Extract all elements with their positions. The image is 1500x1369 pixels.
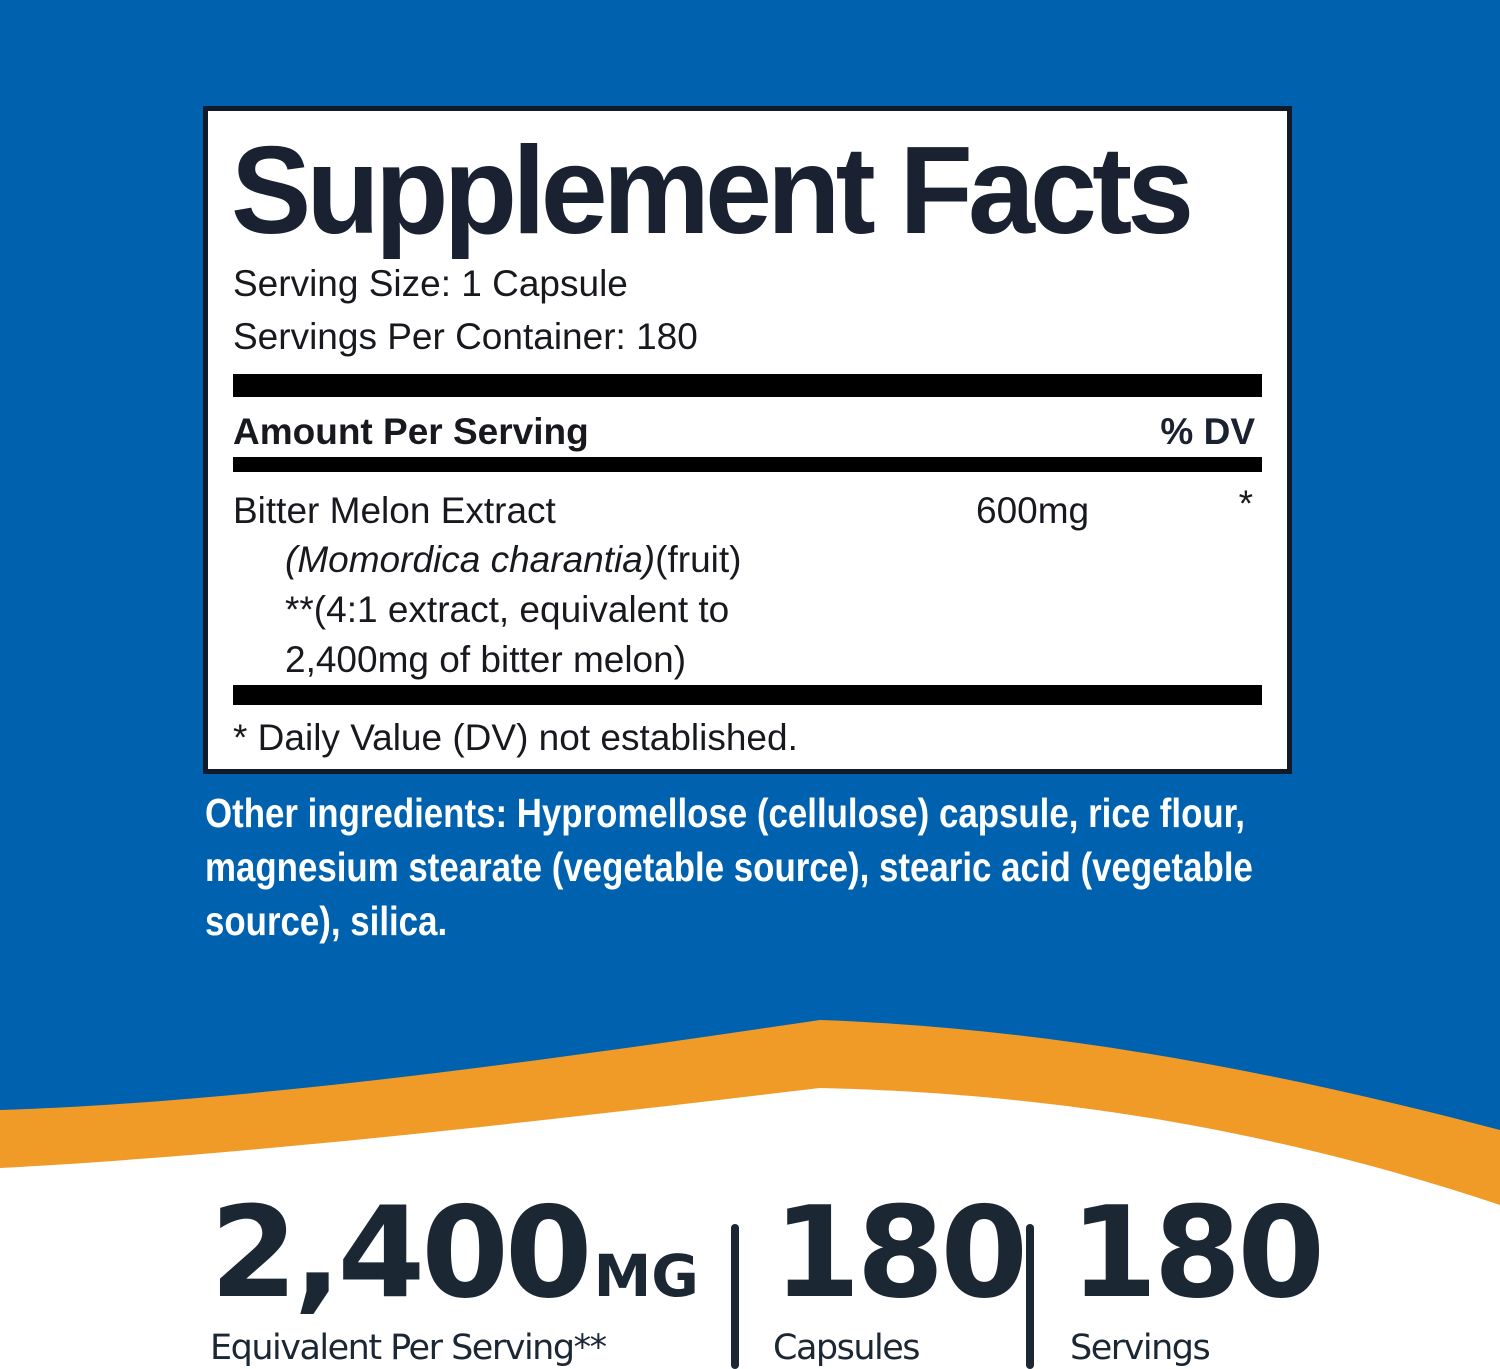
nutrient-equivalent-line: 2,400mg of bitter melon) (285, 639, 687, 680)
amount-per-serving-header: Amount Per Serving (233, 411, 589, 452)
stat-value: 2,400MG (210, 1190, 699, 1316)
stat-number: 180 (1070, 1179, 1325, 1326)
stat-label: Capsules (773, 1328, 921, 1368)
stat-divider (1026, 1224, 1034, 1369)
servings-per-container-line: Servings Per Container: 180 (233, 316, 698, 357)
supplement-facts-panel: Supplement Facts Serving Size: 1 Capsule… (203, 106, 1292, 774)
percent-dv-header: % DV (1160, 411, 1255, 452)
other-ingredients-line: source), silica. (205, 898, 448, 944)
stat-number: 180 (773, 1179, 1028, 1326)
stat-capsules: 180 Capsules (773, 1179, 1028, 1369)
bottom-white-area (0, 1088, 1500, 1369)
divider-bar-thick-top (233, 374, 1262, 397)
stat-number: 2,400 (210, 1179, 593, 1326)
stat-servings: 180 Servings (1070, 1179, 1325, 1369)
supplement-facts-title: Supplement Facts (231, 122, 1194, 260)
botanical-name-italic: (Momordica charantia) (285, 539, 656, 580)
stat-unit-mg: MG (593, 1242, 699, 1310)
stat-equivalent-per-serving: 2,400MG Equivalent Per Serving** (210, 1190, 699, 1369)
divider-bar-medium (233, 457, 1262, 472)
nutrient-dv-asterisk: * (1238, 483, 1253, 524)
serving-size-line: Serving Size: 1 Capsule (233, 263, 628, 304)
stat-divider (731, 1224, 739, 1369)
nutrient-amount: 600mg (976, 490, 1090, 531)
other-ingredients-line: magnesium stearate (vegetable source), s… (205, 844, 1253, 890)
stat-label: Equivalent Per Serving** (210, 1328, 607, 1368)
other-ingredients-paragraph: Other ingredients: Hypromellose (cellulo… (205, 786, 1438, 948)
nutrient-botanical-line: (Momordica charantia)(fruit) (285, 539, 741, 581)
daily-value-footnote: * Daily Value (DV) not established. (233, 717, 798, 758)
nutrient-name: Bitter Melon Extract (233, 490, 556, 531)
divider-bar-thick-bottom (233, 685, 1262, 705)
nutrient-extract-line: **(4:1 extract, equivalent to (285, 589, 730, 630)
botanical-name-suffix: (fruit) (655, 539, 742, 580)
other-ingredients-line: Other ingredients: Hypromellose (cellulo… (205, 790, 1245, 836)
stat-label: Servings (1070, 1328, 1211, 1368)
